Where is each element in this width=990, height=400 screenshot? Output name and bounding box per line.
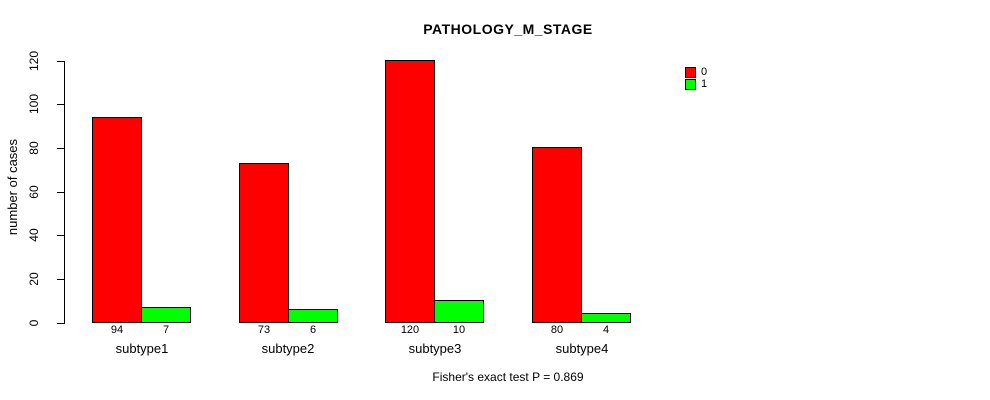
bar-subtype3-group-1 [434,300,484,323]
bar-value-label: 73 [257,324,271,336]
x-category-label: subtype1 [115,341,169,356]
y-tick-label: 20 [27,272,41,286]
bar-subtype4-group-0 [532,147,582,323]
legend-label-0: 0 [701,66,708,78]
bar-subtype4-group-1 [581,313,631,323]
y-tick [57,279,64,280]
y-tick [57,148,64,149]
y-axis-line [64,61,65,324]
y-tick [57,235,64,236]
bar-subtype1-group-0 [92,117,142,323]
y-tick-label: 60 [27,185,41,199]
y-tick-label: 80 [27,141,41,155]
y-tick-label: 100 [27,93,41,115]
y-tick-label: 0 [27,319,41,327]
y-tick [57,104,64,105]
footnote-fisher-test: Fisher's exact test P = 0.869 [432,370,584,384]
bar-subtype3-group-0 [385,60,435,323]
bar-value-label: 4 [602,324,610,336]
bar-value-label: 80 [550,324,564,336]
y-tick [57,192,64,193]
y-tick-label: 40 [27,228,41,242]
bar-value-label: 120 [400,324,420,336]
x-category-label: subtype4 [555,341,609,356]
legend-item-1: 1 [685,78,707,90]
y-tick [57,323,64,324]
bar-subtype2-group-0 [239,163,289,323]
y-tick [57,61,64,62]
bar-subtype1-group-1 [141,307,191,323]
x-category-label: subtype2 [261,341,315,356]
legend-item-0: 0 [685,66,707,78]
legend-swatch-1 [685,78,696,90]
x-category-label: subtype3 [408,341,462,356]
bar-subtype2-group-1 [288,309,338,323]
legend-label-1: 1 [701,78,708,90]
chart-title: PATHOLOGY_M_STAGE [423,21,593,37]
bar-value-label: 94 [110,324,124,336]
bar-value-label: 10 [452,324,466,336]
bar-value-label: 6 [309,324,317,336]
bar-value-label: 7 [162,324,170,336]
y-tick-label: 120 [27,50,41,72]
legend-swatch-0 [685,66,696,78]
